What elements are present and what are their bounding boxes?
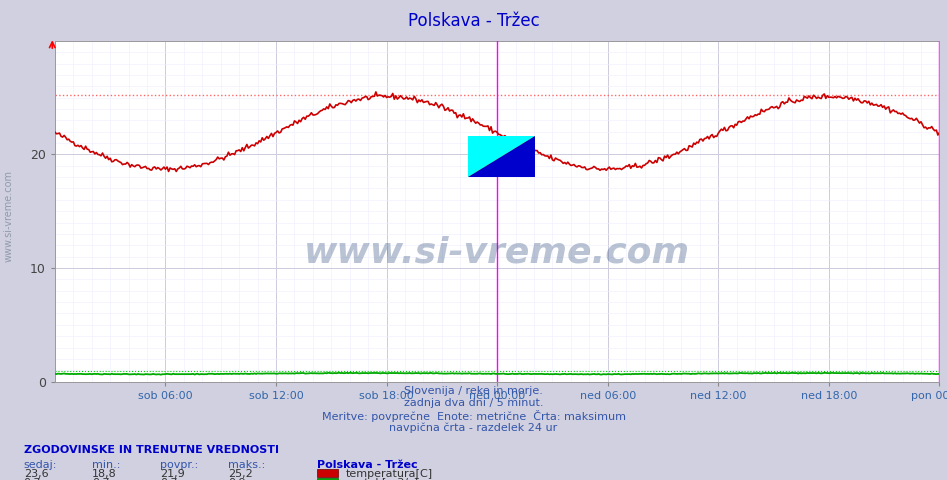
Text: 25,2: 25,2 — [228, 469, 253, 480]
Text: maks.:: maks.: — [228, 460, 265, 470]
Text: www.si-vreme.com: www.si-vreme.com — [304, 235, 690, 269]
Bar — [468, 136, 535, 177]
Text: navpična črta - razdelek 24 ur: navpična črta - razdelek 24 ur — [389, 422, 558, 433]
Text: 21,9: 21,9 — [160, 469, 185, 480]
Text: Meritve: povprečne  Enote: metrične  Črta: maksimum: Meritve: povprečne Enote: metrične Črta:… — [321, 410, 626, 422]
Text: pretok[m3/s]: pretok[m3/s] — [346, 478, 418, 480]
Text: 0,7: 0,7 — [92, 478, 110, 480]
Text: www.si-vreme.com: www.si-vreme.com — [4, 170, 13, 262]
Text: Polskava - Tržec: Polskava - Tržec — [317, 460, 418, 470]
Polygon shape — [468, 136, 535, 177]
Text: povpr.:: povpr.: — [160, 460, 198, 470]
Text: sedaj:: sedaj: — [24, 460, 57, 470]
Text: 0,9: 0,9 — [228, 478, 246, 480]
Text: 23,6: 23,6 — [24, 469, 48, 480]
Text: 0,7: 0,7 — [160, 478, 178, 480]
Polygon shape — [468, 136, 535, 177]
Text: Slovenija / reke in morje.: Slovenija / reke in morje. — [404, 386, 543, 396]
Text: zadnja dva dni / 5 minut.: zadnja dva dni / 5 minut. — [403, 398, 544, 408]
Text: 18,8: 18,8 — [92, 469, 116, 480]
Text: 0,7: 0,7 — [24, 478, 42, 480]
Text: Polskava - Tržec: Polskava - Tržec — [407, 12, 540, 30]
Text: min.:: min.: — [92, 460, 120, 470]
Text: ZGODOVINSKE IN TRENUTNE VREDNOSTI: ZGODOVINSKE IN TRENUTNE VREDNOSTI — [24, 445, 278, 456]
Text: temperatura[C]: temperatura[C] — [346, 469, 433, 480]
